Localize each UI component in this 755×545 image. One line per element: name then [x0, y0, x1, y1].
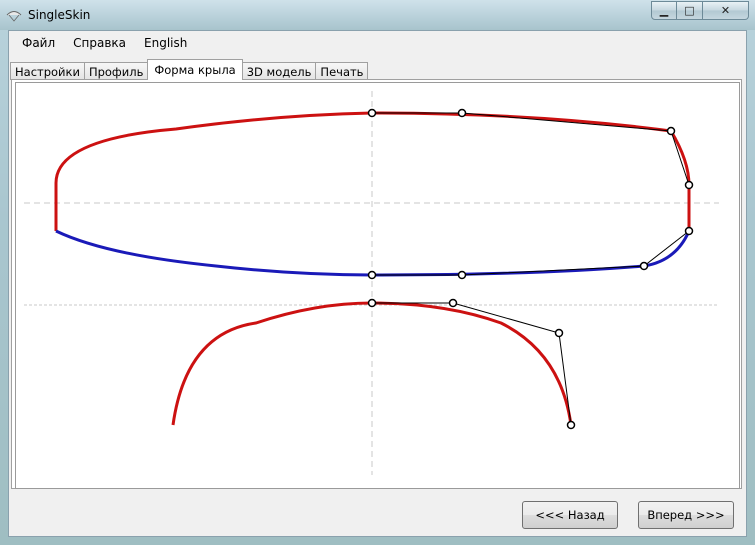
tab-wing-shape[interactable]: Форма крыла [147, 59, 243, 80]
control-point[interactable] [684, 180, 694, 190]
tab-panel [11, 79, 742, 489]
window-controls: ▁ □ ✕ [651, 1, 749, 21]
control-point[interactable] [684, 226, 694, 236]
upper-control-polygon [372, 112, 690, 186]
tab-profile[interactable]: Профиль [83, 62, 149, 80]
control-point[interactable] [639, 261, 649, 271]
close-button[interactable]: ✕ [703, 1, 749, 20]
minimize-button[interactable]: ▁ [651, 1, 677, 20]
arc-control-polygon [372, 302, 572, 426]
control-point[interactable] [367, 108, 377, 118]
menu-help[interactable]: Справка [73, 36, 127, 50]
tab-3d-model[interactable]: 3D модель [241, 62, 317, 80]
drawing-canvas[interactable] [15, 82, 740, 489]
menu-bar: Файл Справка English [9, 31, 746, 55]
control-point[interactable] [566, 420, 576, 430]
control-point[interactable] [367, 270, 377, 280]
menu-english[interactable]: English [144, 36, 188, 50]
tab-strip: Настройки Профиль Форма крыла 3D модель … [10, 59, 369, 80]
back-button[interactable]: <<< Назад [522, 501, 618, 529]
window-title: SingleSkin [28, 8, 91, 22]
control-point[interactable] [554, 328, 564, 338]
app-icon [6, 11, 22, 22]
lower-control-polygon [372, 230, 690, 276]
client-area: Файл Справка English Настройки Профиль Ф… [8, 30, 747, 537]
title-bar[interactable]: SingleSkin ▁ □ ✕ [0, 0, 755, 30]
tab-settings[interactable]: Настройки [10, 62, 85, 80]
control-point[interactable] [666, 126, 676, 136]
next-button[interactable]: Вперед >>> [638, 501, 734, 529]
control-point[interactable] [367, 298, 377, 308]
tab-print[interactable]: Печать [315, 62, 369, 80]
menu-file[interactable]: Файл [22, 36, 56, 50]
control-point[interactable] [457, 108, 467, 118]
wing-shape-drawing[interactable] [16, 83, 739, 488]
control-point[interactable] [448, 298, 458, 308]
control-point[interactable] [457, 270, 467, 280]
maximize-button[interactable]: □ [677, 1, 703, 20]
